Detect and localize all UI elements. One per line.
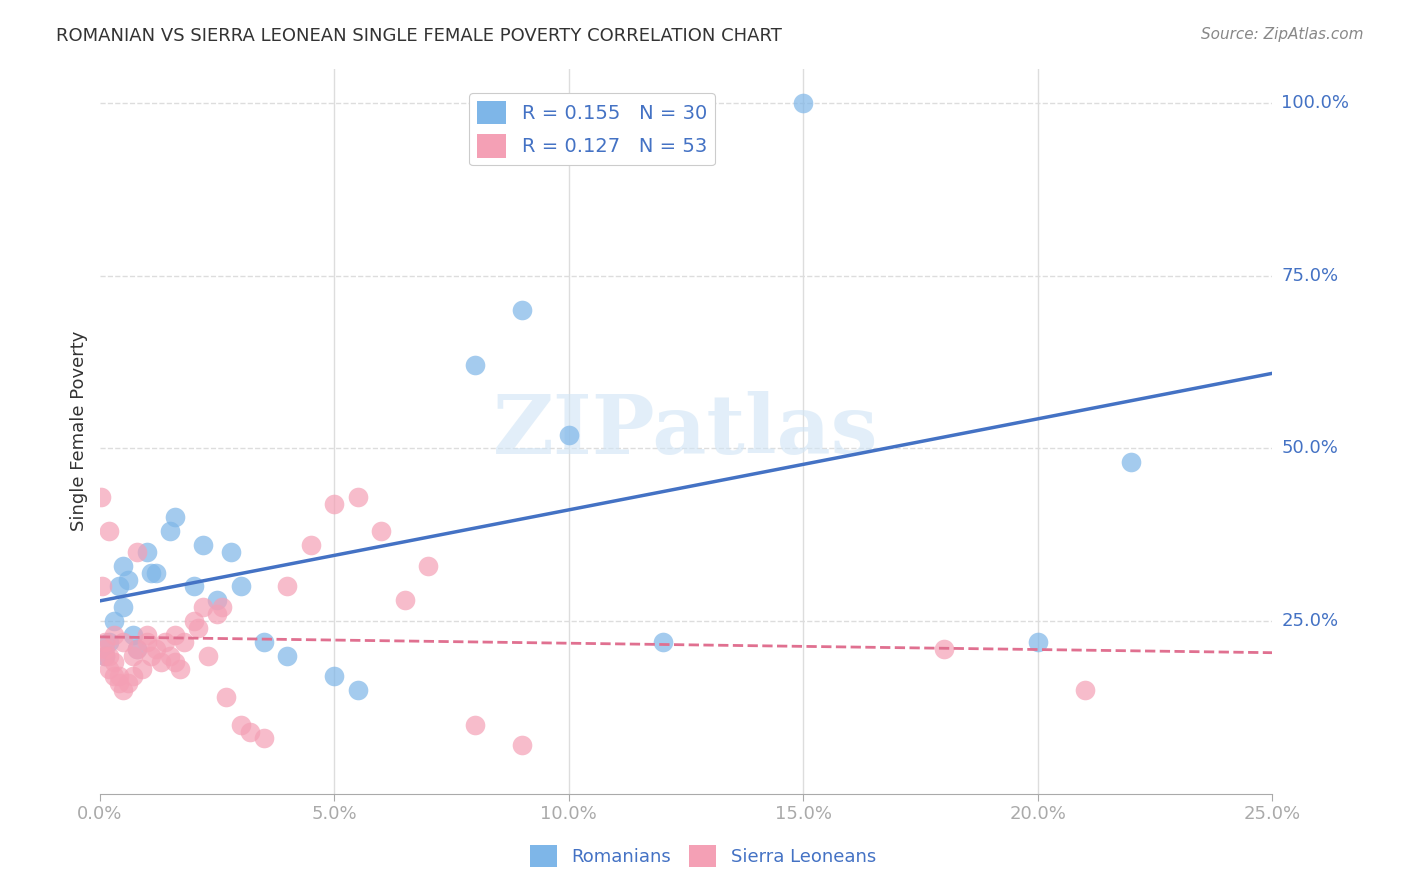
Text: ROMANIAN VS SIERRA LEONEAN SINGLE FEMALE POVERTY CORRELATION CHART: ROMANIAN VS SIERRA LEONEAN SINGLE FEMALE…: [56, 27, 782, 45]
Point: [229, 579, 252, 593]
Point: [103, 669, 125, 683]
Point: [191, 538, 214, 552]
Point: [932, 641, 955, 656]
Text: 25.0%: 25.0%: [1281, 612, 1339, 630]
Point: [205, 593, 228, 607]
Point: [103, 628, 125, 642]
Point: [141, 566, 163, 580]
Point: [211, 600, 233, 615]
Point: [169, 662, 191, 676]
Point: [112, 683, 135, 698]
Point: [159, 648, 181, 663]
Point: [127, 545, 149, 559]
Point: [394, 593, 416, 607]
Point: [103, 656, 125, 670]
Point: [91, 579, 114, 593]
Point: [159, 524, 181, 539]
Point: [464, 359, 486, 373]
Point: [93, 634, 115, 648]
Point: [323, 497, 346, 511]
Point: [163, 510, 186, 524]
Point: [1026, 634, 1049, 648]
Point: [149, 656, 172, 670]
Point: [253, 731, 276, 746]
Point: [416, 558, 439, 573]
Point: [93, 641, 115, 656]
Text: Source: ZipAtlas.com: Source: ZipAtlas.com: [1201, 27, 1364, 42]
Point: [121, 628, 143, 642]
Point: [112, 600, 135, 615]
Point: [127, 641, 149, 656]
Point: [98, 524, 121, 539]
Point: [163, 628, 186, 642]
Point: [197, 648, 219, 663]
Point: [145, 566, 167, 580]
Point: [155, 634, 177, 648]
Point: [229, 717, 252, 731]
Point: [112, 634, 135, 648]
Point: [191, 600, 214, 615]
Point: [93, 648, 115, 663]
Point: [183, 579, 205, 593]
Point: [98, 662, 121, 676]
Point: [135, 545, 157, 559]
Point: [141, 648, 163, 663]
Point: [299, 538, 322, 552]
Legend: R = 0.155   N = 30, R = 0.127   N = 53: R = 0.155 N = 30, R = 0.127 N = 53: [470, 93, 716, 166]
Point: [558, 427, 581, 442]
Point: [145, 641, 167, 656]
Point: [135, 634, 157, 648]
Point: [98, 634, 121, 648]
Point: [370, 524, 392, 539]
Point: [93, 648, 115, 663]
Point: [651, 634, 673, 648]
Point: [276, 579, 298, 593]
Text: 50.0%: 50.0%: [1281, 440, 1339, 458]
Point: [510, 303, 533, 318]
Point: [464, 717, 486, 731]
Text: 75.0%: 75.0%: [1281, 267, 1339, 285]
Point: [346, 683, 368, 698]
Point: [135, 628, 157, 642]
Text: Single Female Poverty: Single Female Poverty: [70, 331, 87, 532]
Point: [103, 614, 125, 628]
Point: [239, 724, 262, 739]
Point: [183, 614, 205, 628]
Point: [127, 641, 149, 656]
Point: [346, 490, 368, 504]
Point: [117, 573, 139, 587]
Point: [219, 545, 242, 559]
Point: [112, 558, 135, 573]
Point: [107, 579, 129, 593]
Point: [1073, 683, 1095, 698]
Legend: Romanians, Sierra Leoneans: Romanians, Sierra Leoneans: [523, 838, 883, 874]
Point: [98, 648, 121, 663]
Point: [510, 739, 533, 753]
Text: 100.0%: 100.0%: [1281, 94, 1350, 112]
Point: [276, 648, 298, 663]
Point: [323, 669, 346, 683]
Point: [163, 656, 186, 670]
Point: [187, 621, 209, 635]
Point: [215, 690, 238, 704]
Text: ZIPatlas: ZIPatlas: [494, 391, 879, 471]
Point: [117, 676, 139, 690]
Point: [131, 662, 153, 676]
Point: [121, 648, 143, 663]
Point: [205, 607, 228, 621]
Point: [173, 634, 195, 648]
Point: [90, 490, 112, 504]
Point: [107, 669, 129, 683]
Point: [253, 634, 276, 648]
Point: [792, 96, 814, 111]
Point: [107, 676, 129, 690]
Point: [1121, 455, 1143, 469]
Point: [121, 669, 143, 683]
